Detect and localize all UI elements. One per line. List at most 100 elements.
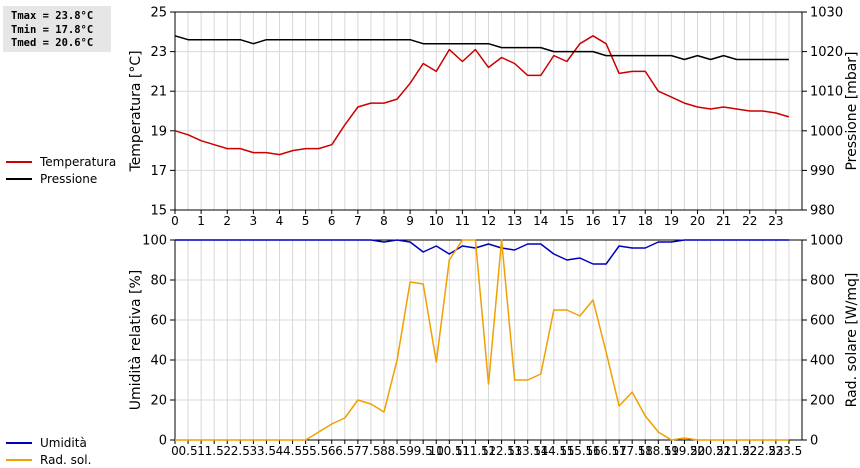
chart2-ytick-label: 20 xyxy=(150,394,167,409)
chart2-xtick-label: 9.5 xyxy=(414,444,433,458)
chart1-xtick-label: 3 xyxy=(250,214,258,228)
chart2-ytick-label: 80 xyxy=(150,274,167,289)
chart2-y2tick-label: 1000 xyxy=(810,234,843,249)
chart1-xtick-label: 21 xyxy=(716,214,731,228)
chart2-ytick-label: 40 xyxy=(150,354,167,369)
chart1-xtick-label: 8 xyxy=(380,214,388,228)
chart2-xtick-label: 15.5 xyxy=(567,444,594,458)
chart1-series-temperatura xyxy=(174,35,790,156)
chart2-xtick-label: 8 xyxy=(380,444,388,458)
chart1-xtick-label: 23 xyxy=(768,214,783,228)
chart2-xtick-label: 3 xyxy=(250,444,258,458)
chart2-y2tick-label: 600 xyxy=(810,314,835,329)
chart2-xtick-label: 12.5 xyxy=(488,444,515,458)
chart1-xtick-label: 18 xyxy=(638,214,653,228)
chart2-xtick-label: 16.5 xyxy=(593,444,620,458)
chart1-xtick-label: 0 xyxy=(171,214,179,228)
chart2-xtick-label: 11.5 xyxy=(462,444,489,458)
chart2-y2tick-label: 800 xyxy=(810,274,835,289)
chart1-xtick-label: 10 xyxy=(429,214,444,228)
legend-item-temperatura: Temperatura xyxy=(6,153,116,170)
chart1-y2tick-label: 1020 xyxy=(810,45,843,60)
chart2-series-umidit xyxy=(175,239,789,265)
stats-box: Tmax = 23.8°C Tmin = 17.8°C Tmed = 20.6°… xyxy=(3,6,111,52)
chart1-ytick-label: 25 xyxy=(150,6,167,21)
chart1-xtick-label: 11 xyxy=(455,214,470,228)
chart2-xtick-label: 17 xyxy=(611,444,626,458)
chart2-xtick-label: 22 xyxy=(742,444,757,458)
legend-swatch-pressione xyxy=(6,177,32,180)
chart1-xtick-label: 15 xyxy=(559,214,574,228)
chart2-xtick-label: 4 xyxy=(276,444,284,458)
chart1-y2tick-label: 1030 xyxy=(810,6,843,21)
chart2-xtick-label: 2.5 xyxy=(231,444,250,458)
chart1-xtick-label: 13 xyxy=(507,214,522,228)
chart1-ytick-label: 19 xyxy=(150,124,167,139)
chart1-xtick-label: 20 xyxy=(690,214,705,228)
chart2-xtick-label: 17.5 xyxy=(619,444,646,458)
chart1-ytick-label: 23 xyxy=(150,45,167,60)
chart2-xtick-label: 19 xyxy=(664,444,679,458)
chart1-y2label: Pressione [mbar] xyxy=(844,51,860,170)
chart2-xtick-label: 16 xyxy=(585,444,600,458)
legend-label-umidita: Umidità xyxy=(40,435,87,450)
chart2-xtick-label: 13 xyxy=(507,444,522,458)
chart2-xtick-label: 5 xyxy=(302,444,310,458)
chart2-xtick-label: 1.5 xyxy=(205,444,224,458)
chart1-y2tick-label: 1010 xyxy=(810,85,843,100)
chart2-xtick-label: 6 xyxy=(328,444,336,458)
legend-item-pressione: Pressione xyxy=(6,170,116,187)
chart2-xtick-label: 5.5 xyxy=(309,444,328,458)
chart2-xtick-label: 11 xyxy=(455,444,470,458)
chart2-xtick-label: 19.5 xyxy=(671,444,698,458)
chart2-xtick-label: 12 xyxy=(481,444,496,458)
chart1-xtick-label: 4 xyxy=(276,214,284,228)
chart2-xtick-label: 10.5 xyxy=(436,444,463,458)
chart2-y2tick-label: 400 xyxy=(810,354,835,369)
chart2-xtick-label: 21.5 xyxy=(723,444,750,458)
legend-label-temperatura: Temperatura xyxy=(40,154,117,169)
chart1-ytick-label: 21 xyxy=(150,85,167,100)
chart1-ylabel: Temperatura [°C] xyxy=(128,50,144,172)
chart1-series-pressione xyxy=(174,35,789,61)
chart2-xtick-label: 22.5 xyxy=(749,444,776,458)
chart2-xtick-label: 1 xyxy=(197,444,205,458)
chart1-xtick-label: 6 xyxy=(328,214,336,228)
chart2-xtick-label: 23 xyxy=(768,444,783,458)
chart2-xtick-label: 3.5 xyxy=(257,444,276,458)
chart2-xtick-label: 15 xyxy=(559,444,574,458)
chart1-xtick-label: 22 xyxy=(742,214,757,228)
chart1-xtick-label: 17 xyxy=(611,214,626,228)
chart1-xtick-label: 2 xyxy=(223,214,231,228)
chart2-xtick-label: 14.5 xyxy=(540,444,567,458)
chart2-y2tick-label: 0 xyxy=(810,434,818,449)
legend-swatch-temperatura xyxy=(6,160,32,163)
chart2-xtick-label: 7.5 xyxy=(361,444,380,458)
tmax-text: Tmax = 23.8°C xyxy=(11,10,94,22)
chart1-xtick-label: 1 xyxy=(197,214,205,228)
chart1-ytick-label: 15 xyxy=(150,204,167,219)
chart2-xtick-label: 18 xyxy=(638,444,653,458)
chart2-xtick-label: 9 xyxy=(406,444,414,458)
chart2-xtick-label: 21 xyxy=(716,444,731,458)
chart2-ytick-label: 0 xyxy=(159,434,167,449)
chart2-y2label: Rad. solare [W/mq] xyxy=(844,273,860,408)
chart2-xtick-label: 10 xyxy=(429,444,444,458)
legend-label-pressione: Pressione xyxy=(40,171,98,186)
chart2-xtick-label: 14 xyxy=(533,444,548,458)
chart1-y2tick-label: 990 xyxy=(810,164,835,179)
chart1-xtick-label: 12 xyxy=(481,214,496,228)
chart1-y2tick-label: 1000 xyxy=(810,124,843,139)
chart1-xtick-label: 14 xyxy=(533,214,548,228)
chart2-series-rad-sol xyxy=(175,239,789,441)
chart2-xtick-label: 8.5 xyxy=(388,444,407,458)
chart2-xtick-label: 6.5 xyxy=(335,444,354,458)
chart2-xtick-label: 20.5 xyxy=(697,444,724,458)
chart2-xtick-label: 23.5 xyxy=(776,444,803,458)
chart2-ytick-label: 60 xyxy=(150,314,167,329)
tmin-text: Tmin = 17.8°C xyxy=(11,23,94,36)
chart1-ytick-label: 17 xyxy=(150,164,167,179)
legend-swatch-umidita xyxy=(6,441,32,444)
chart2-y2tick-label: 200 xyxy=(810,394,835,409)
